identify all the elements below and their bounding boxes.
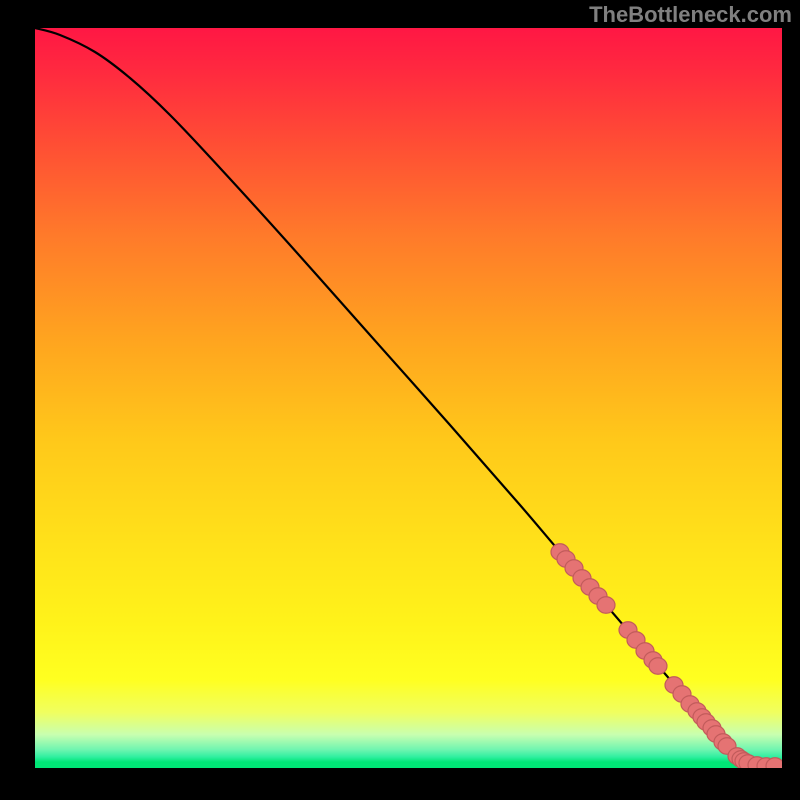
marker-point	[597, 597, 615, 614]
curve-line	[35, 28, 782, 768]
chart-overlay-svg	[35, 28, 782, 768]
plot-area	[35, 28, 782, 768]
chart-container: TheBottleneck.com	[0, 0, 800, 800]
marker-point	[649, 658, 667, 675]
attribution-text: TheBottleneck.com	[589, 2, 792, 28]
